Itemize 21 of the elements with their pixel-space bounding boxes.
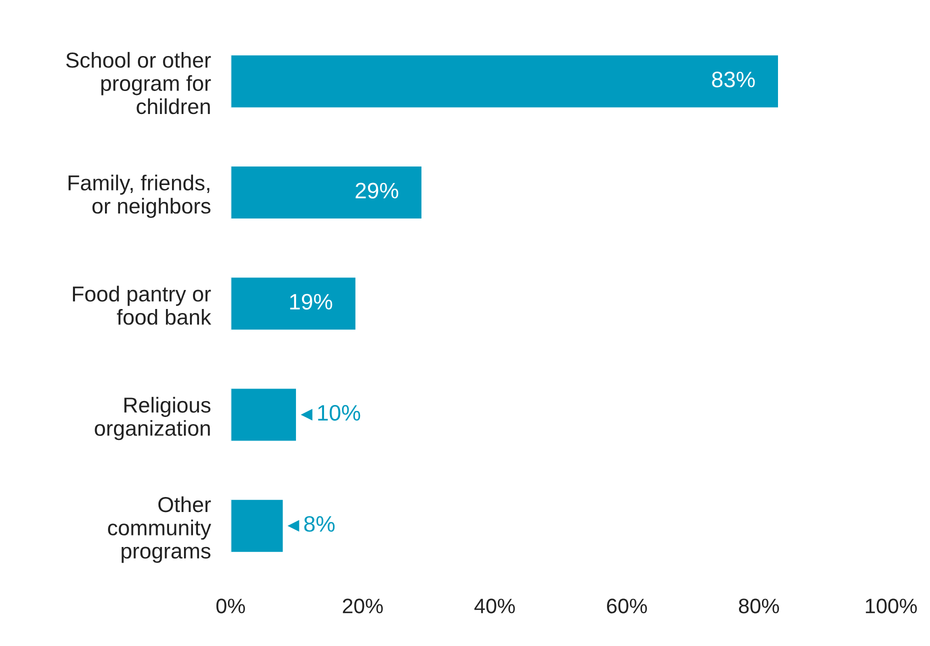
bar [230,165,423,220]
x-tick-label: 0% [216,598,245,614]
y-tick-label: Other community programs [108,496,212,563]
data-label: 10% [318,404,360,421]
bar [230,54,780,109]
x-tick-label: 20% [342,598,383,614]
y-tick-label: Religious organization [94,396,210,440]
y-tick-label: Food pantry or food bank [72,286,212,325]
y-tick-label: School or other program for children [66,52,211,114]
x-tick-label: 60% [607,598,647,614]
x-tick-label: 100% [866,598,917,614]
data-label: 83% [712,72,755,88]
data-label: 29% [356,182,398,198]
y-tick-label: Family, friends, or neighbors [68,174,210,218]
bar [230,276,357,331]
x-tick-label: 40% [474,598,515,614]
bar [230,498,284,554]
data-label: 19% [290,294,332,310]
x-tick-label: 80% [738,598,779,614]
data-label: 8% [304,516,335,532]
bar [230,387,298,442]
